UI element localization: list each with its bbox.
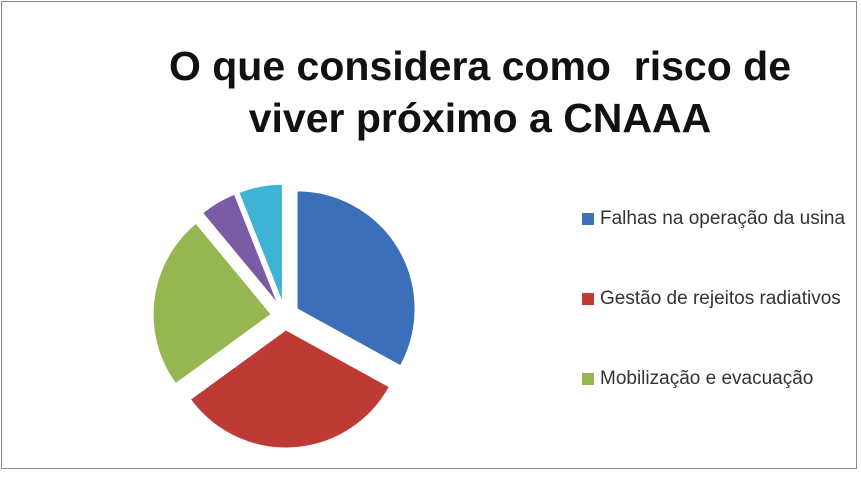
legend-swatch bbox=[582, 293, 594, 305]
legend-label: Mobilização e evacuação bbox=[600, 368, 814, 389]
legend-label: Gestão de rejeitos radiativos bbox=[600, 288, 841, 309]
legend-swatch bbox=[582, 373, 594, 385]
pie-slice bbox=[201, 193, 279, 305]
legend-item: Gestão de rejeitos radiativos bbox=[582, 280, 847, 318]
chart-title: O que considera como risco de viver próx… bbox=[168, 43, 803, 141]
pie-slice bbox=[296, 190, 416, 367]
legend-item: Falhas na operação da usina bbox=[582, 200, 847, 238]
pie-slice bbox=[238, 183, 283, 303]
pie-slice bbox=[189, 329, 390, 449]
legend-label: Falhas na operação da usina bbox=[600, 208, 846, 229]
legend-swatch bbox=[582, 213, 594, 225]
legend-item: Mobilização e evacuação bbox=[582, 360, 847, 398]
pie-slice bbox=[152, 222, 272, 385]
frame bbox=[1, 1, 857, 469]
